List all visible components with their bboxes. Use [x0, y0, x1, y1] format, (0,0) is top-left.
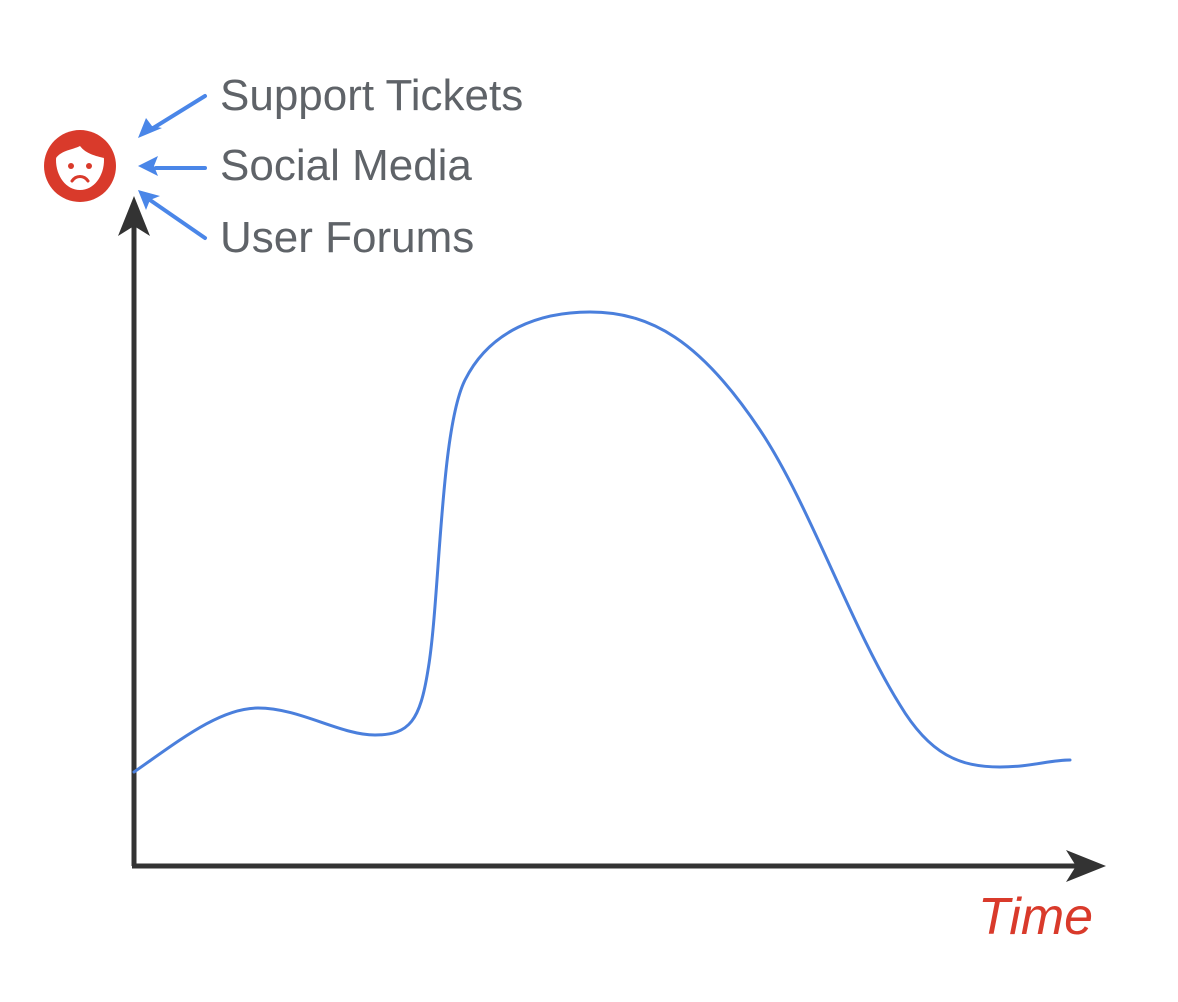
- sad-user-face-icon: [44, 130, 116, 202]
- social-media-label: Social Media: [220, 141, 472, 190]
- support-tickets-label: Support Tickets: [220, 71, 524, 120]
- support-tickets-arrow: [138, 94, 207, 138]
- social-media-arrow: [138, 156, 207, 176]
- y-axis-arrowhead: [118, 196, 150, 236]
- activity-curve: [132, 310, 1072, 774]
- user-forums-label: User Forums: [220, 213, 475, 262]
- x-axis-label: Time: [978, 888, 1094, 946]
- x-axis-arrowhead: [1066, 850, 1106, 882]
- user-forums-arrow: [138, 190, 207, 240]
